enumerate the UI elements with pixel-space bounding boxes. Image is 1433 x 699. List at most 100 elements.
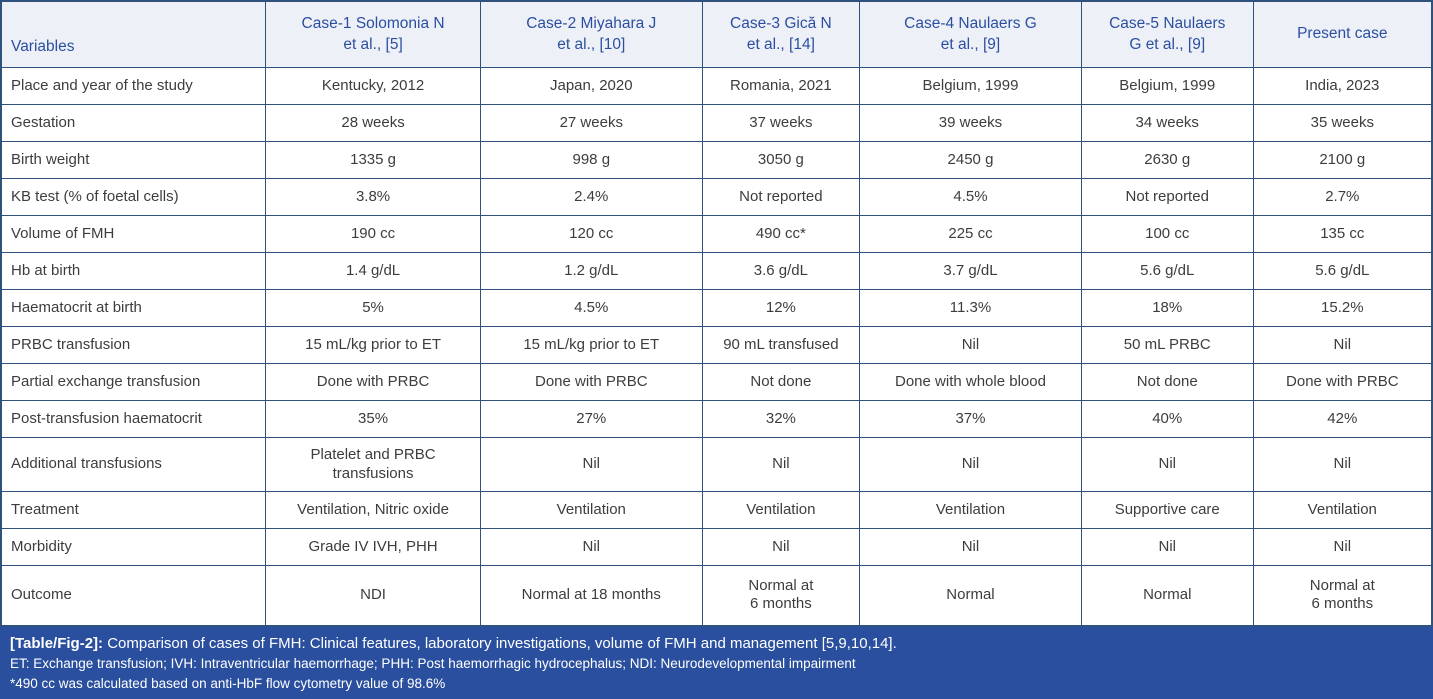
cell-value: Nil (1081, 529, 1253, 566)
cell-value: 35 weeks (1253, 105, 1432, 142)
cell-value: 40% (1081, 401, 1253, 438)
cell-value: Nil (1253, 327, 1432, 364)
cell-value: Belgium, 1999 (1081, 68, 1253, 105)
row-label: Hb at birth (1, 253, 266, 290)
cell-value: 120 cc (480, 216, 702, 253)
cell-value: Done with whole blood (860, 364, 1082, 401)
row-label: Treatment (1, 492, 266, 529)
cell-value: Supportive care (1081, 492, 1253, 529)
cell-value: 5% (266, 290, 481, 327)
cell-value: Nil (480, 529, 702, 566)
cell-value: 27% (480, 401, 702, 438)
cell-value: Done with PRBC (266, 364, 481, 401)
cell-value: Ventilation (702, 492, 859, 529)
cell-value: Done with PRBC (1253, 364, 1432, 401)
column-header: Case-2 Miyahara J et al., [10] (480, 1, 702, 68)
cell-value: Nil (860, 438, 1082, 492)
cell-value: Ventilation (480, 492, 702, 529)
cell-value: 18% (1081, 290, 1253, 327)
cell-value: 42% (1253, 401, 1432, 438)
cell-value: 39 weeks (860, 105, 1082, 142)
column-header: Case-3 Gică N et al., [14] (702, 1, 859, 68)
cell-value: 490 cc* (702, 216, 859, 253)
cell-value: 190 cc (266, 216, 481, 253)
cell-value: 3.6 g/dL (702, 253, 859, 290)
cell-value: 3.8% (266, 179, 481, 216)
row-label: Partial exchange transfusion (1, 364, 266, 401)
column-header-variables: Variables (1, 1, 266, 68)
cell-value: Nil (702, 438, 859, 492)
cell-value: 15.2% (1253, 290, 1432, 327)
cell-value: 34 weeks (1081, 105, 1253, 142)
cell-value: Normal (1081, 566, 1253, 626)
cell-value: Nil (860, 327, 1082, 364)
cell-value: 2.7% (1253, 179, 1432, 216)
cell-value: 50 mL PRBC (1081, 327, 1253, 364)
cell-value: Not reported (1081, 179, 1253, 216)
caption-label: [Table/Fig-2]: (10, 635, 103, 652)
row-label: Outcome (1, 566, 266, 626)
cell-value: 100 cc (1081, 216, 1253, 253)
row-label: KB test (% of foetal cells) (1, 179, 266, 216)
cell-value: 11.3% (860, 290, 1082, 327)
footnote: *490 cc was calculated based on anti-HbF… (10, 674, 1423, 694)
cell-value: India, 2023 (1253, 68, 1432, 105)
row-label: Additional transfusions (1, 438, 266, 492)
cell-value: Normal at 18 months (480, 566, 702, 626)
cell-value: Normal (860, 566, 1082, 626)
row-label: Volume of FMH (1, 216, 266, 253)
cell-value: 15 mL/kg prior to ET (266, 327, 481, 364)
cell-value: 998 g (480, 142, 702, 179)
cell-value: 35% (266, 401, 481, 438)
table-row: KB test (% of foetal cells)3.8%2.4% Not r… (1, 179, 1432, 216)
column-header: Present case (1253, 1, 1432, 68)
cell-value: 15 mL/kg prior to ET (480, 327, 702, 364)
cell-value: 12% (702, 290, 859, 327)
cell-value: Normal at 6 months (702, 566, 859, 626)
cell-value: Grade IV IVH, PHH (266, 529, 481, 566)
cell-value: Nil (1253, 438, 1432, 492)
cell-value: Nil (1081, 438, 1253, 492)
cell-value: 37% (860, 401, 1082, 438)
cell-value: 3.7 g/dL (860, 253, 1082, 290)
cell-value: 1.4 g/dL (266, 253, 481, 290)
row-label: Birth weight (1, 142, 266, 179)
cell-value: 1.2 g/dL (480, 253, 702, 290)
cell-value: 37 weeks (702, 105, 859, 142)
abbreviation-note: ET: Exchange transfusion; IVH: Intravent… (10, 654, 1423, 674)
cell-value: Not done (1081, 364, 1253, 401)
cell-value: 4.5% (480, 290, 702, 327)
cell-value: 2.4% (480, 179, 702, 216)
cell-value: 4.5% (860, 179, 1082, 216)
cell-value: 90 mL transfused (702, 327, 859, 364)
cell-value: 3050 g (702, 142, 859, 179)
cell-value: Nil (480, 438, 702, 492)
cell-value: NDI (266, 566, 481, 626)
cell-value: Platelet and PRBC transfusions (266, 438, 481, 492)
caption-text: Comparison of cases of FMH: Clinical fea… (103, 635, 897, 652)
cell-value: Done with PRBC (480, 364, 702, 401)
cell-value: Japan, 2020 (480, 68, 702, 105)
cell-value: Nil (860, 529, 1082, 566)
row-label: Haematocrit at birth (1, 290, 266, 327)
cell-value: Ventilation (1253, 492, 1432, 529)
cell-value: 1335 g (266, 142, 481, 179)
row-label: Gestation (1, 105, 266, 142)
row-label: Post-transfusion haematocrit (1, 401, 266, 438)
cell-value: 225 cc (860, 216, 1082, 253)
cell-value: Ventilation (860, 492, 1082, 529)
